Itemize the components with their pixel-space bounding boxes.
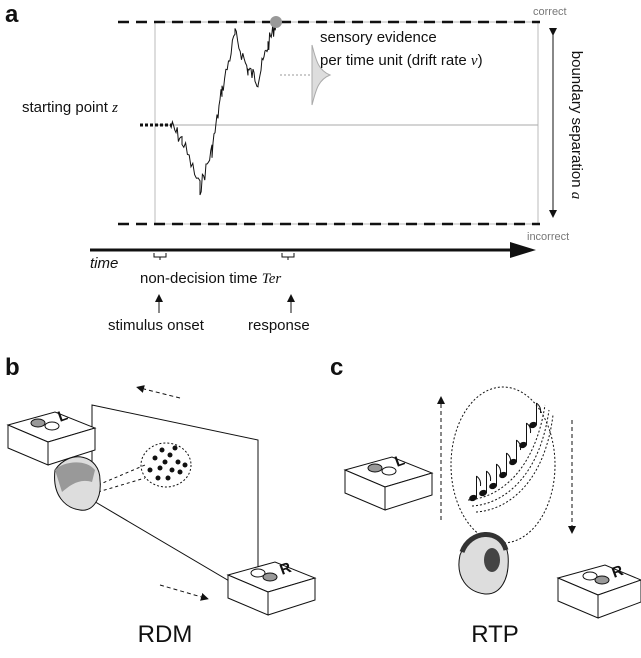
screen [92, 405, 258, 598]
drift-text: per time unit (drift rate v) [320, 52, 483, 69]
key-box-left: L [8, 407, 95, 465]
panel-label: a [5, 1, 19, 28]
head-b [55, 457, 101, 510]
dot [178, 470, 183, 475]
response-label: response [248, 317, 310, 334]
key-box-right: R [558, 562, 641, 618]
dot [160, 448, 165, 453]
motion-arrow [160, 585, 205, 598]
dot [163, 460, 168, 465]
ter-brackets [154, 253, 294, 260]
drift-text: sensory evidence [320, 29, 437, 46]
caption: RDM [138, 621, 193, 648]
starting-point-symbol: z [111, 100, 118, 116]
non-decision-text: non-decision time [140, 270, 258, 287]
caption: RTP [471, 621, 519, 648]
motion-arrow [140, 388, 180, 398]
dot [166, 476, 171, 481]
boundary-separation: boundary separation a [568, 51, 585, 199]
dot [168, 453, 173, 458]
drift-text: ) [478, 52, 483, 69]
drift-text: per time unit (drift rate [320, 52, 467, 69]
dot [153, 456, 158, 461]
dot [156, 476, 161, 481]
time-label: time [90, 255, 118, 272]
dot [183, 463, 188, 468]
dot [173, 446, 178, 451]
hit-point [270, 16, 282, 28]
starting-point-text: starting point [22, 99, 109, 116]
head-c [459, 534, 508, 594]
stimulus-onset: stimulus onset [108, 317, 205, 334]
dot [170, 468, 175, 473]
key-box-left: L [345, 452, 432, 510]
lower-label: incorrect [527, 231, 569, 243]
panel-label: c [330, 354, 343, 381]
starting-point: starting point z [22, 99, 118, 116]
time-arrow [510, 242, 536, 258]
dot [158, 466, 163, 471]
dot [148, 468, 153, 473]
figure: a sensory evidence per time unit (drift … [0, 0, 641, 658]
random-walk [170, 22, 276, 195]
dot [176, 460, 181, 465]
non-decision: non-decision time Ter [140, 270, 281, 287]
tone-bubble [451, 387, 555, 543]
panel-label: b [5, 354, 20, 381]
upper-label: correct [533, 6, 567, 18]
boundary-separation-symbol: a [568, 192, 584, 200]
non-decision-symbol: Ter [262, 271, 282, 287]
boundary-separation-text: boundary separation [568, 51, 585, 188]
